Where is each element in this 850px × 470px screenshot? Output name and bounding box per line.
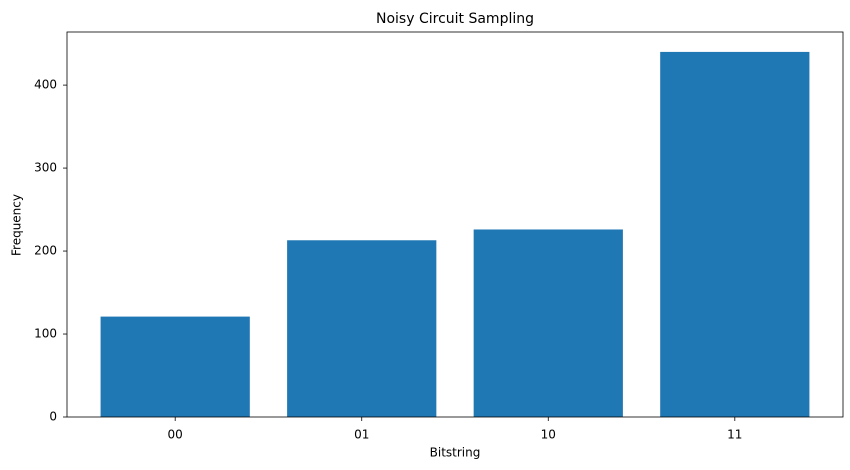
x-axis-label: Bitstring bbox=[430, 446, 481, 460]
y-tick-label: 400 bbox=[34, 78, 57, 92]
x-tick-label: 00 bbox=[168, 428, 183, 442]
x-tick-label: 01 bbox=[354, 428, 369, 442]
x-tick-label: 10 bbox=[541, 428, 556, 442]
y-tick-label: 200 bbox=[34, 244, 57, 258]
bar bbox=[287, 240, 437, 417]
x-tick-label: 11 bbox=[727, 428, 742, 442]
bar bbox=[100, 316, 250, 417]
chart-title: Noisy Circuit Sampling bbox=[376, 11, 534, 27]
y-tick-label: 300 bbox=[34, 161, 57, 175]
plot-frame bbox=[66, 31, 844, 418]
y-tick-label: 100 bbox=[34, 327, 57, 341]
y-axis-label: Frequency bbox=[10, 194, 24, 256]
bar bbox=[660, 51, 810, 418]
bar bbox=[473, 229, 623, 417]
y-tick-label: 0 bbox=[49, 410, 57, 424]
